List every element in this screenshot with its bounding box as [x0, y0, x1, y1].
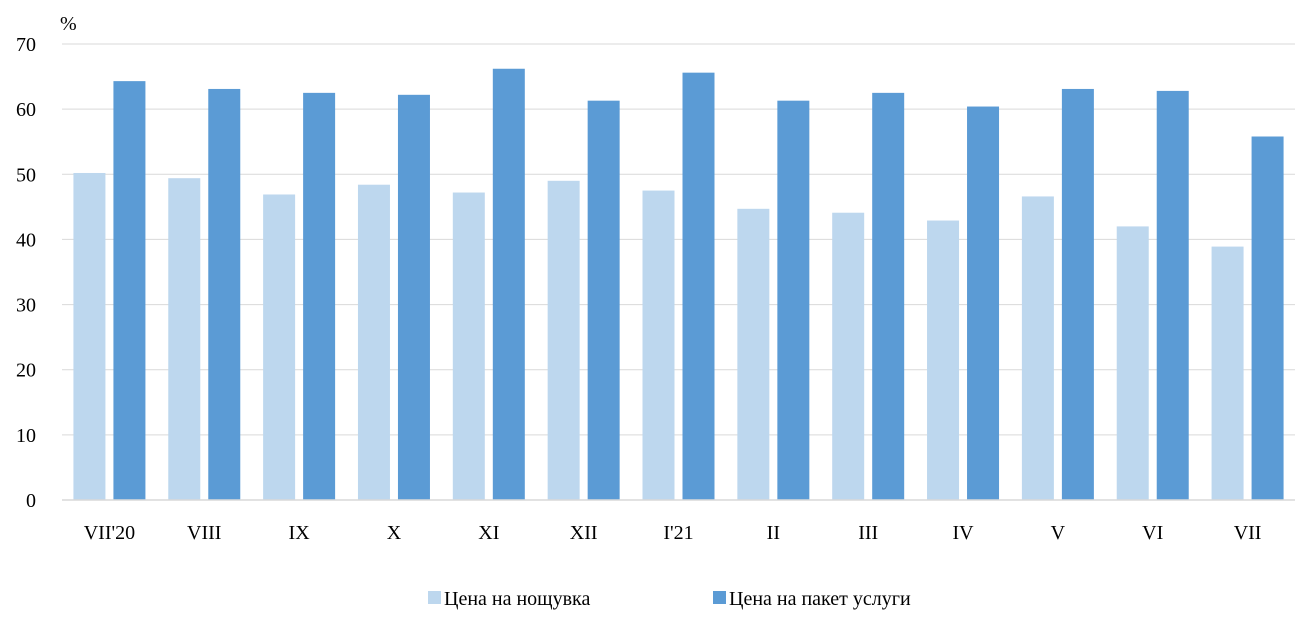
gridlines: [62, 43, 1295, 501]
bar: [927, 220, 960, 500]
bar: [73, 172, 106, 501]
x-tick-label: VII'20: [84, 522, 135, 544]
x-tick-label: V: [1051, 522, 1066, 544]
bar: [967, 106, 1000, 500]
bar: [1156, 90, 1189, 500]
x-tick-label: VI: [1142, 522, 1163, 544]
x-tick-label: I'21: [663, 522, 693, 544]
bar: [872, 92, 905, 500]
bar: [1061, 88, 1094, 500]
x-tick-label: XII: [570, 522, 598, 544]
bar: [208, 88, 241, 500]
legend-swatch: [713, 591, 726, 604]
legend: Цена на нощувка Цена на пакет услуги: [428, 588, 911, 610]
bar: [587, 100, 620, 500]
legend-swatch: [428, 591, 441, 604]
bar: [1021, 196, 1054, 501]
y-tick-label: 70: [16, 34, 36, 56]
bars: [73, 68, 1284, 501]
x-tick-label: IX: [289, 522, 311, 544]
bar: [168, 178, 201, 501]
y-tick-label: 0: [26, 490, 36, 512]
x-tick-label: IV: [952, 522, 974, 544]
x-tick-label: VIII: [187, 522, 221, 544]
bar: [357, 184, 390, 501]
bar: [547, 180, 580, 501]
bar: [113, 81, 146, 500]
bar: [1211, 246, 1244, 500]
y-tick-label: 10: [16, 425, 36, 447]
bar: [832, 212, 865, 500]
y-tick-label: 20: [16, 360, 36, 382]
bar: [737, 208, 770, 500]
bar: [263, 194, 296, 501]
bar: [452, 192, 485, 501]
legend-label: Цена на пакет услуги: [729, 588, 911, 610]
x-tick-label: XI: [478, 522, 499, 544]
y-tick-label: 60: [16, 99, 36, 121]
y-axis-unit-label: %: [60, 13, 77, 35]
bar: [397, 94, 430, 500]
x-tick-label: X: [387, 522, 402, 544]
legend-label: Цена на нощувка: [444, 588, 590, 610]
x-tick-label: II: [767, 522, 780, 544]
y-tick-label: 50: [16, 164, 36, 186]
bar: [777, 100, 810, 500]
bar: [1251, 136, 1284, 500]
y-tick-label: 40: [16, 229, 36, 251]
bar: [303, 92, 336, 500]
bar: [682, 72, 715, 501]
x-tick-label: VII: [1234, 522, 1262, 544]
bar: [642, 190, 675, 501]
bar: [492, 68, 525, 501]
x-tick-label: III: [858, 522, 878, 544]
y-tick-label: 30: [16, 295, 36, 317]
bar: [1116, 226, 1149, 500]
